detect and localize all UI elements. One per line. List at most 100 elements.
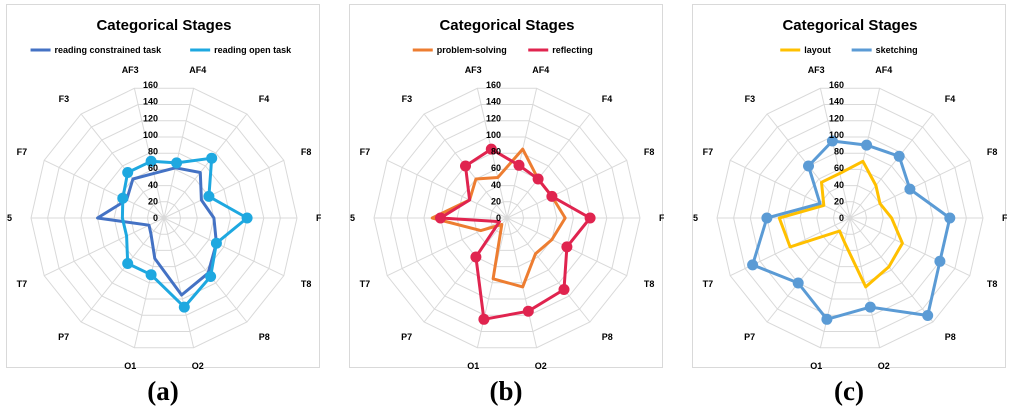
axis-label-f7: F7	[360, 147, 371, 157]
data-point	[203, 190, 215, 202]
radar-chart-b: Categorical Stages problem-solving reflect…	[350, 17, 664, 369]
data-point	[558, 284, 570, 295]
grid-spoke	[163, 113, 248, 219]
axis-label-p7: P7	[401, 332, 412, 342]
grid-spoke	[506, 88, 538, 219]
data-point	[864, 301, 876, 313]
tick-label: 40	[834, 180, 844, 190]
legend-label: reflecting	[552, 45, 593, 55]
chart-panel-c: Categorical Stages layout sketching 0 20 40 60…	[692, 4, 1007, 369]
grid-spoke	[729, 159, 851, 219]
grid-spoke	[163, 217, 285, 277]
data-point	[122, 167, 134, 178]
data-point	[178, 301, 190, 313]
data-point	[522, 305, 534, 317]
data-point	[861, 139, 873, 151]
axis-label-fc6: FC6	[316, 213, 321, 223]
grid-ring	[30, 87, 298, 349]
chart-title: Categorical Stages	[782, 17, 917, 34]
grid-spoke	[163, 217, 248, 323]
legend-item-problem-solving: problem-solving	[412, 45, 507, 55]
tick-label: 60	[834, 163, 844, 173]
grid-spoke	[163, 88, 195, 219]
tick-label: 160	[486, 80, 501, 90]
axis-label-o2: O2	[192, 361, 204, 369]
data-point	[435, 212, 446, 224]
data-point	[205, 271, 217, 282]
axis-label-t8: T8	[301, 279, 312, 289]
tick-label: 40	[491, 180, 501, 190]
chart-title: Categorical Stages	[439, 17, 574, 34]
axis-label-f3: F3	[402, 94, 413, 104]
series-line	[96, 166, 218, 297]
data-point	[761, 212, 773, 224]
axis-label-p8: P8	[602, 332, 613, 342]
grid-spoke	[386, 159, 508, 219]
axis-label-f4: F4	[602, 94, 613, 104]
series-reading-constrained-task	[96, 166, 218, 297]
axis-label-af4: AF4	[875, 65, 892, 75]
series-reading-open-task	[117, 152, 253, 313]
axis-label-fc5: FC5	[693, 213, 698, 223]
legend-label: layout	[804, 45, 831, 55]
grid-spoke	[133, 88, 165, 219]
grid-spoke	[506, 217, 538, 348]
tick-label: 0	[839, 213, 844, 223]
series-problem-solving	[430, 147, 567, 289]
tick-label: 0	[153, 213, 158, 223]
axis-label-f4: F4	[945, 94, 956, 104]
data-point	[470, 251, 482, 263]
axis-label-f8: F8	[987, 147, 998, 157]
grid-spoke	[43, 159, 165, 219]
radar-chart-c: Categorical Stages layout sketching 0 20 40 60…	[693, 17, 1007, 369]
axis-label-o1: O1	[467, 361, 479, 369]
data-point	[171, 157, 183, 169]
grid-spoke	[849, 88, 881, 219]
series-line	[430, 147, 567, 289]
tick-label: 100	[829, 130, 844, 140]
radar-chart-a: Categorical Stages reading constrained ta…	[7, 17, 321, 369]
axis-label-t7: T7	[17, 279, 28, 289]
grid-spoke	[506, 159, 628, 219]
axis-label-af4: AF4	[189, 65, 206, 75]
axis-label-af4: AF4	[532, 65, 549, 75]
axis-label-f3: F3	[59, 94, 70, 104]
axis-label-f7: F7	[17, 147, 28, 157]
axis-label-o2: O2	[535, 361, 547, 369]
data-point	[145, 155, 157, 167]
grid-spoke	[506, 113, 591, 219]
data-point	[145, 269, 157, 281]
axis-label-t8: T8	[644, 279, 655, 289]
data-point	[934, 255, 946, 267]
data-point	[122, 258, 134, 269]
data-point	[117, 192, 129, 204]
grid-spoke	[766, 217, 851, 323]
grid-spoke	[506, 217, 591, 323]
axis-label-f4: F4	[259, 94, 270, 104]
legend-label: reading open task	[214, 45, 292, 55]
grid-spoke	[133, 217, 165, 348]
tick-label: 20	[834, 196, 844, 206]
tick-label: 120	[486, 113, 501, 123]
tick-label: 0	[496, 213, 501, 223]
grid-spoke	[819, 88, 851, 219]
grid-spoke	[476, 217, 508, 348]
axis-label-f8: F8	[644, 147, 655, 157]
axis-label-p7: P7	[58, 332, 69, 342]
legend-item-reading-open-task: reading open task	[190, 45, 292, 55]
legend-label: sketching	[876, 45, 918, 55]
grid-ring	[373, 87, 641, 349]
tick-label: 80	[834, 147, 844, 157]
tick-label: 120	[143, 113, 158, 123]
data-point	[546, 190, 558, 202]
tick-label: 140	[486, 97, 501, 107]
axis-label-o2: O2	[878, 361, 890, 369]
data-point	[485, 143, 497, 155]
tick-label: 20	[148, 196, 158, 206]
series-sketching	[747, 135, 956, 325]
data-point	[513, 159, 525, 171]
data-point	[532, 173, 544, 185]
chart-title: Categorical Stages	[96, 17, 231, 34]
legend-item-reading-constrained-task: reading constrained task	[30, 45, 162, 55]
axis-label-f7: F7	[703, 147, 714, 157]
